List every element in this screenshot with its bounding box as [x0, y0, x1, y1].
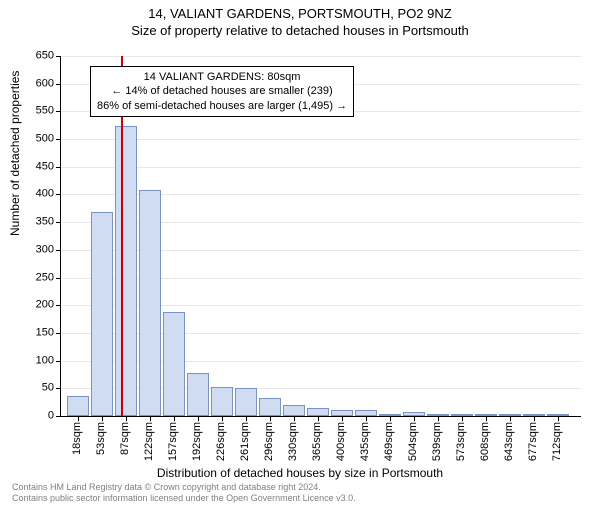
page-title-line2: Size of property relative to detached ho…	[0, 23, 600, 38]
bar	[139, 190, 161, 416]
footer-line2: Contains public sector information licen…	[12, 493, 356, 504]
chart-area: 14 VALIANT GARDENS: 80sqm ← 14% of detac…	[60, 56, 580, 416]
xtick-label: 87sqm	[119, 422, 131, 455]
ytick-mark	[56, 56, 61, 57]
xtick-label: 573sqm	[455, 422, 467, 461]
ytick-mark	[56, 111, 61, 112]
xtick-label: 330sqm	[287, 422, 299, 461]
xtick-mark	[558, 416, 559, 421]
bar	[235, 388, 257, 416]
ytick-label: 600	[20, 78, 54, 89]
annotation-box: 14 VALIANT GARDENS: 80sqm ← 14% of detac…	[90, 66, 354, 117]
ytick-label: 550	[20, 106, 54, 117]
gridline-h	[61, 139, 581, 140]
xtick-mark	[102, 416, 103, 421]
bar	[91, 212, 113, 416]
xtick-label: 122sqm	[143, 422, 155, 461]
y-axis-label: Number of detached properties	[8, 71, 22, 236]
xtick-mark	[366, 416, 367, 421]
ytick-label: 300	[20, 244, 54, 255]
ytick-label: 50	[20, 383, 54, 394]
xtick-label: 400sqm	[335, 422, 347, 461]
ytick-label: 650	[20, 51, 54, 62]
ytick-mark	[56, 250, 61, 251]
bar	[307, 408, 329, 416]
bar	[259, 398, 281, 416]
ytick-label: 250	[20, 272, 54, 283]
ytick-mark	[56, 167, 61, 168]
gridline-h	[61, 167, 581, 168]
xtick-label: 296sqm	[263, 422, 275, 461]
xtick-mark	[390, 416, 391, 421]
bar	[163, 312, 185, 416]
bar	[115, 126, 137, 416]
xtick-mark	[270, 416, 271, 421]
page-title-line1: 14, VALIANT GARDENS, PORTSMOUTH, PO2 9NZ	[0, 6, 600, 21]
xtick-label: 435sqm	[359, 422, 371, 461]
annotation-line3: 86% of semi-detached houses are larger (…	[97, 99, 347, 113]
xtick-mark	[222, 416, 223, 421]
xtick-mark	[78, 416, 79, 421]
xtick-mark	[342, 416, 343, 421]
gridline-h	[61, 56, 581, 57]
bar	[187, 373, 209, 416]
ytick-label: 100	[20, 355, 54, 366]
xtick-label: 261sqm	[239, 422, 251, 461]
annotation-line2: ← 14% of detached houses are smaller (23…	[97, 84, 347, 98]
ytick-label: 450	[20, 161, 54, 172]
xtick-mark	[126, 416, 127, 421]
xtick-label: 539sqm	[431, 422, 443, 461]
ytick-mark	[56, 388, 61, 389]
ytick-mark	[56, 305, 61, 306]
ytick-mark	[56, 416, 61, 417]
xtick-mark	[198, 416, 199, 421]
xtick-mark	[150, 416, 151, 421]
ytick-mark	[56, 361, 61, 362]
xtick-mark	[246, 416, 247, 421]
xtick-label: 192sqm	[191, 422, 203, 461]
xtick-label: 608sqm	[479, 422, 491, 461]
bar	[283, 405, 305, 416]
ytick-mark	[56, 278, 61, 279]
bar	[211, 387, 233, 416]
ytick-mark	[56, 194, 61, 195]
ytick-mark	[56, 333, 61, 334]
xtick-mark	[174, 416, 175, 421]
xtick-mark	[294, 416, 295, 421]
xtick-label: 504sqm	[407, 422, 419, 461]
xtick-label: 53sqm	[95, 422, 107, 455]
xtick-mark	[534, 416, 535, 421]
ytick-label: 350	[20, 217, 54, 228]
ytick-label: 200	[20, 300, 54, 311]
xtick-label: 643sqm	[503, 422, 515, 461]
ytick-mark	[56, 84, 61, 85]
xtick-mark	[510, 416, 511, 421]
xtick-label: 712sqm	[551, 422, 563, 461]
ytick-label: 0	[20, 411, 54, 422]
ytick-label: 150	[20, 327, 54, 338]
xtick-label: 365sqm	[311, 422, 323, 461]
xtick-mark	[462, 416, 463, 421]
xtick-mark	[414, 416, 415, 421]
ytick-label: 500	[20, 134, 54, 145]
bar	[67, 396, 89, 416]
footer-text: Contains HM Land Registry data © Crown c…	[12, 482, 356, 504]
xtick-label: 18sqm	[71, 422, 83, 455]
xtick-mark	[318, 416, 319, 421]
ytick-mark	[56, 222, 61, 223]
xtick-mark	[438, 416, 439, 421]
xtick-label: 677sqm	[527, 422, 539, 461]
xtick-label: 469sqm	[383, 422, 395, 461]
footer-line1: Contains HM Land Registry data © Crown c…	[12, 482, 356, 493]
ytick-label: 400	[20, 189, 54, 200]
xtick-label: 157sqm	[167, 422, 179, 461]
xtick-label: 226sqm	[215, 422, 227, 461]
ytick-mark	[56, 139, 61, 140]
xtick-mark	[486, 416, 487, 421]
annotation-line1: 14 VALIANT GARDENS: 80sqm	[97, 70, 347, 84]
x-axis-label: Distribution of detached houses by size …	[0, 466, 600, 480]
